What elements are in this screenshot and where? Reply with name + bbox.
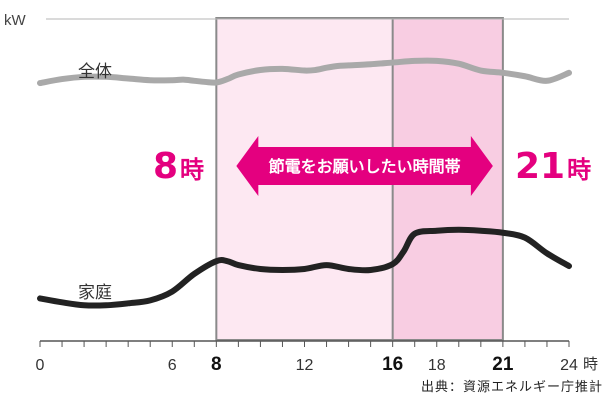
series-line-1 [37, 226, 572, 309]
end-time-label: 21時 [515, 146, 591, 187]
series-label-0: 全体 [78, 62, 112, 82]
x-axis: 0 6 8 12 16 18 21 24 時 [36, 340, 598, 375]
source-note: 出典：資源エネルギー庁推計 [420, 380, 603, 395]
band-frame [215, 17, 504, 341]
x-tick-label: 0 [36, 357, 45, 374]
annotation-arrow: 節電をお願いしたい時間帯 [236, 136, 493, 196]
unit-axis: kW [4, 12, 569, 29]
series-line-0 [37, 57, 572, 87]
start-time-label: 8時 [153, 146, 204, 187]
x-unit-label: 時 [583, 355, 598, 373]
series-lines [37, 57, 572, 309]
x-tick-label: 8 [211, 354, 222, 375]
x-tick-label: 18 [428, 357, 446, 374]
time-range-labels: 8時 21時 [153, 146, 591, 187]
annotation-double-arrow [236, 136, 493, 196]
x-tick-label: 16 [382, 354, 403, 375]
x-tick-label: 6 [168, 357, 177, 374]
series-label-1: 家庭 [78, 283, 112, 303]
unit-label: kW [4, 12, 27, 29]
annotation-text: 節電をお願いしたい時間帯 [268, 157, 461, 176]
x-tick-label: 24 [560, 357, 578, 374]
x-tick-label: 21 [492, 354, 514, 375]
x-tick-label: 12 [296, 357, 314, 374]
